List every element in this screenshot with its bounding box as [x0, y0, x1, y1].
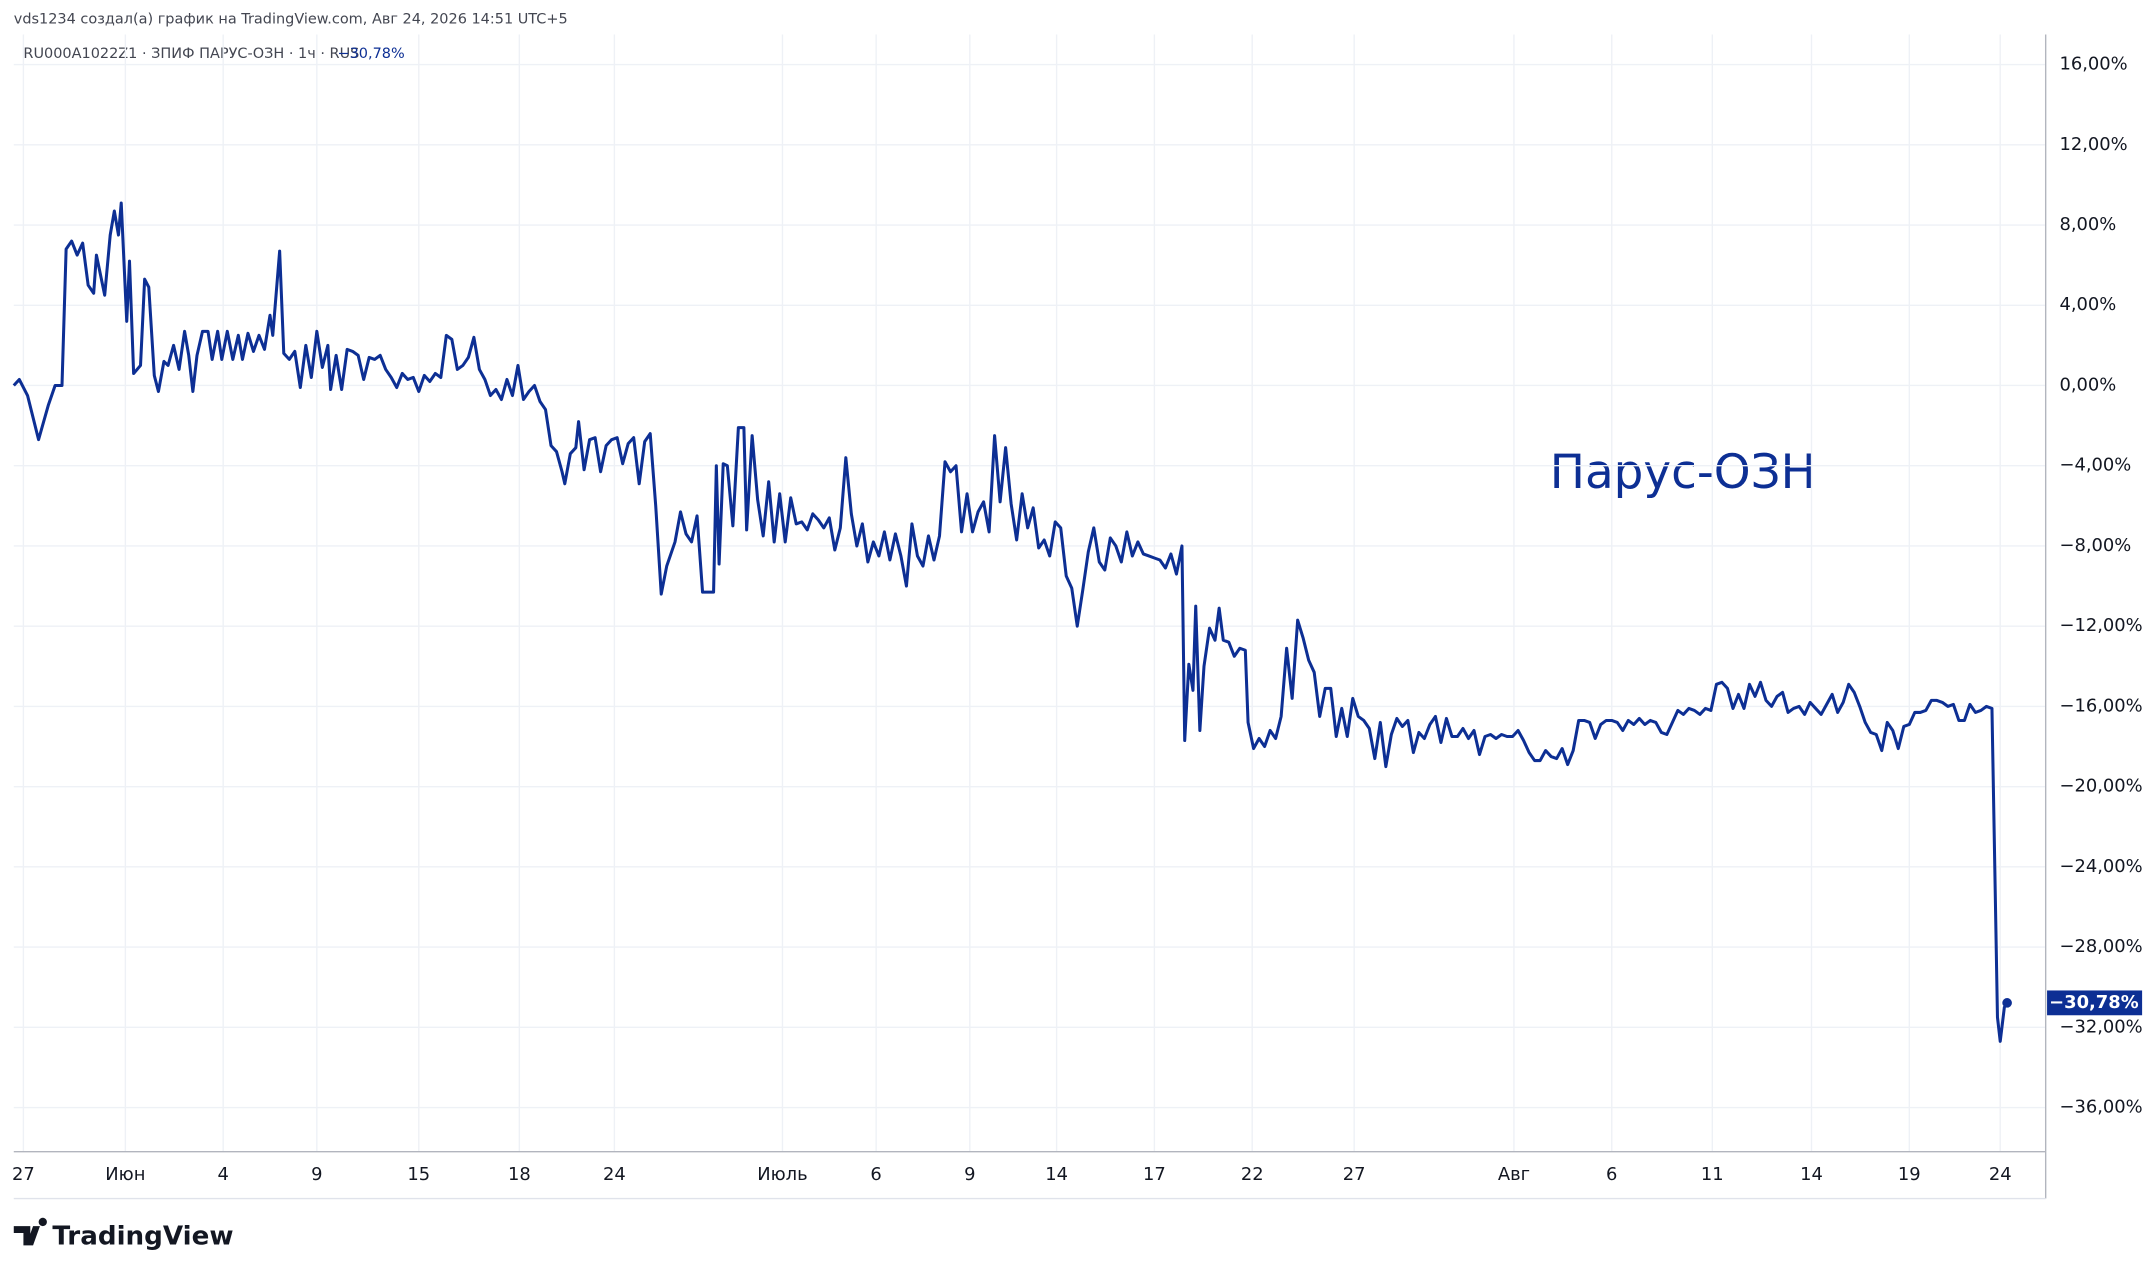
- price-line: [12, 201, 2009, 1043]
- x-tick-label: 14: [1800, 1164, 1823, 1185]
- y-tick-label: 4,00%: [2059, 294, 2116, 315]
- y-tick-label: −12,00%: [2059, 615, 2142, 636]
- grid: [13, 34, 2046, 1152]
- x-tick-label: 18: [508, 1164, 531, 1185]
- y-tick-label: −24,00%: [2059, 856, 2142, 877]
- x-tick-label: 27: [12, 1164, 35, 1185]
- y-tick-label: −36,00%: [2059, 1097, 2142, 1118]
- legend-value: −30,78%: [338, 46, 405, 62]
- x-tick-label: Июль: [757, 1164, 807, 1185]
- chart-title: vds1234 создал(а) график на TradingView.…: [14, 11, 568, 27]
- last-value-label: −30,78%: [2049, 992, 2139, 1013]
- x-tick-label: 14: [1045, 1164, 1068, 1185]
- y-tick-label: −28,00%: [2059, 936, 2142, 957]
- brand-logo: [13, 1217, 47, 1246]
- x-tick-label: 15: [407, 1164, 430, 1185]
- last-point: [2002, 998, 2012, 1008]
- y-tick-label: −8,00%: [2059, 535, 2131, 556]
- y-tick-label: −16,00%: [2059, 695, 2142, 716]
- x-tick-label: Авг: [1498, 1164, 1530, 1185]
- x-tick-label: 24: [1989, 1164, 2012, 1185]
- y-tick-label: −4,00%: [2059, 455, 2131, 476]
- x-tick-label: 6: [870, 1164, 881, 1185]
- brand: TradingView: [52, 1222, 233, 1252]
- y-tick-label: 16,00%: [2059, 54, 2127, 75]
- x-tick-label: Июн: [105, 1164, 145, 1185]
- x-tick-label: 9: [964, 1164, 975, 1185]
- y-tick-label: −20,00%: [2059, 776, 2142, 797]
- legend-text: RU000A1022Z1 · ЗПИФ ПАРУС-ОЗН · 1ч · RUS: [23, 46, 359, 62]
- x-tick-label: 27: [1343, 1164, 1366, 1185]
- last-value-box: [2047, 990, 2143, 1016]
- x-tick-label: 24: [603, 1164, 626, 1185]
- y-tick-label: 12,00%: [2059, 134, 2127, 155]
- x-tick-label: 11: [1701, 1164, 1724, 1185]
- y-tick-label: −32,00%: [2059, 1016, 2142, 1037]
- y-tick-label: 8,00%: [2059, 214, 2116, 235]
- x-tick-label: 17: [1143, 1164, 1166, 1185]
- x-tick-label: 9: [311, 1164, 322, 1185]
- x-tick-label: 4: [217, 1164, 228, 1185]
- x-tick-label: 22: [1241, 1164, 1264, 1185]
- y-tick-label: 0,00%: [2059, 374, 2116, 395]
- annotation: Парус-ОЗН: [1550, 446, 1816, 500]
- x-tick-label: 19: [1898, 1164, 1921, 1185]
- x-tick-label: 6: [1606, 1164, 1617, 1185]
